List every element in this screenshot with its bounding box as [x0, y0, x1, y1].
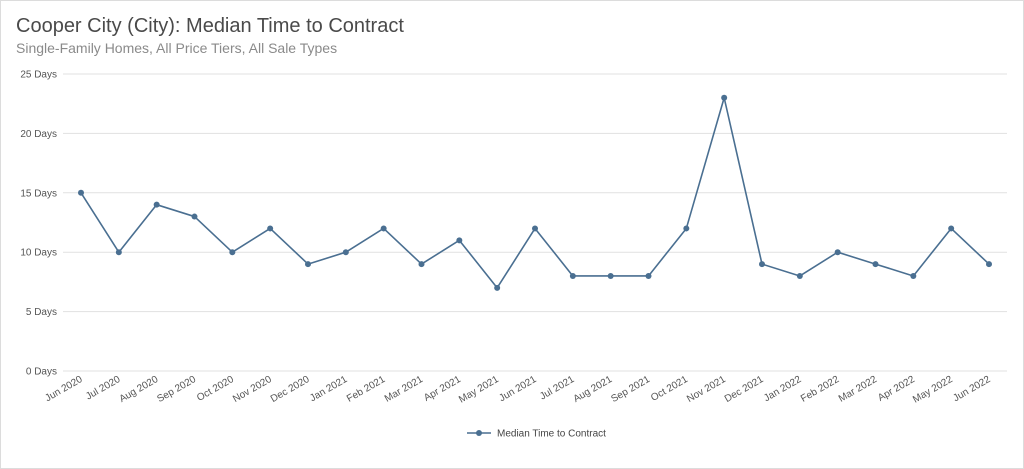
data-point [872, 261, 879, 268]
x-tick-label: Aug 2021 [572, 374, 615, 405]
data-point [607, 272, 614, 279]
x-tick-label: Jan 2022 [762, 374, 804, 404]
legend-label: Median Time to Contract [497, 429, 606, 440]
legend-marker [476, 430, 482, 436]
y-tick-label: 20 Days [20, 129, 57, 140]
x-tick-label: Jun 2020 [43, 374, 85, 404]
data-point [569, 272, 576, 279]
data-point [645, 272, 652, 279]
x-tick-label: Jul 2021 [538, 374, 577, 403]
x-tick-label: Jun 2021 [497, 374, 539, 404]
x-tick-label: Mar 2021 [383, 374, 425, 405]
x-tick-label: Nov 2020 [231, 374, 274, 405]
x-tick-label: Aug 2020 [118, 374, 161, 405]
data-point [115, 249, 122, 256]
data-point [342, 249, 349, 256]
data-point [305, 261, 311, 268]
data-point [380, 225, 387, 232]
x-tick-label: Oct 2020 [195, 374, 236, 404]
data-point [191, 213, 198, 220]
y-tick-label: 5 Days [26, 307, 57, 318]
data-point [986, 261, 992, 268]
x-tick-label: Jul 2020 [84, 374, 123, 403]
data-point [759, 261, 765, 268]
chart-subtitle: Single-Family Homes, All Price Tiers, Al… [16, 40, 338, 56]
data-point [796, 272, 803, 279]
data-point [456, 237, 463, 244]
y-tick-label: 15 Days [20, 188, 57, 199]
x-tick-label: Feb 2022 [799, 374, 841, 405]
x-tick-label: Feb 2021 [345, 374, 387, 405]
data-point [418, 261, 425, 268]
x-tick-label: Sep 2021 [609, 374, 652, 405]
x-tick-label: Apr 2022 [876, 374, 917, 404]
data-point [721, 94, 728, 101]
x-tick-label: Mar 2022 [837, 374, 879, 405]
x-tick-label: Jun 2022 [951, 374, 993, 404]
data-point [532, 225, 538, 232]
data-point [683, 225, 690, 232]
data-point [910, 272, 917, 279]
data-point [267, 225, 274, 232]
x-tick-label: Nov 2021 [685, 374, 728, 405]
x-tick-label: Apr 2021 [422, 374, 463, 404]
data-point [494, 284, 501, 291]
x-tick-label: May 2021 [457, 374, 501, 406]
x-tick-label: Sep 2020 [155, 374, 198, 405]
y-tick-label: 25 Days [20, 70, 57, 81]
data-point [834, 249, 841, 256]
x-tick-label: Oct 2021 [649, 374, 690, 404]
y-tick-label: 0 Days [26, 367, 57, 378]
x-tick-label: Dec 2020 [269, 374, 312, 405]
data-point [948, 225, 955, 232]
x-tick-label: Jan 2021 [308, 374, 350, 404]
chart-title: Cooper City (City): Median Time to Contr… [16, 15, 404, 37]
y-tick-label: 10 Days [20, 248, 57, 259]
data-point [229, 249, 236, 256]
x-tick-label: May 2022 [911, 374, 955, 406]
data-point [153, 201, 160, 208]
data-point [78, 189, 84, 196]
x-tick-label: Dec 2021 [723, 374, 766, 405]
